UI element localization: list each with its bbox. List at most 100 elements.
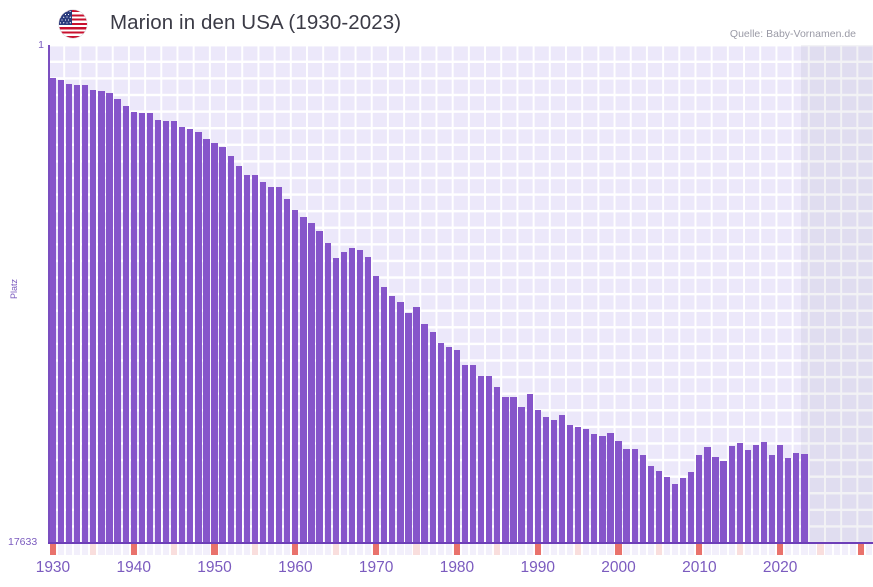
bar-2012[interactable] — [712, 457, 719, 543]
bar-1972[interactable] — [389, 296, 396, 543]
bar-1994[interactable] — [566, 425, 574, 543]
bar-1949[interactable] — [203, 139, 210, 543]
bar-2007[interactable] — [671, 483, 679, 543]
bar-2021[interactable] — [785, 457, 792, 543]
bar-1997[interactable] — [591, 433, 598, 543]
bar-2008[interactable] — [680, 477, 687, 543]
bar-1990[interactable] — [534, 410, 541, 543]
bar-1945[interactable] — [171, 120, 178, 543]
bar-1977[interactable] — [429, 332, 436, 543]
bar-1951[interactable] — [219, 146, 226, 543]
bar-1935[interactable] — [90, 89, 97, 543]
bar-1934[interactable] — [82, 84, 89, 543]
bar-1987[interactable] — [510, 397, 517, 543]
bar-1956[interactable] — [259, 182, 267, 543]
bar-1992[interactable] — [550, 419, 558, 543]
bar-1985[interactable] — [494, 387, 501, 543]
bar-1967[interactable] — [348, 248, 356, 543]
bar-2023[interactable] — [801, 454, 808, 543]
bar-1995[interactable] — [575, 426, 582, 543]
bar-1947[interactable] — [187, 129, 194, 543]
bar-1976[interactable] — [421, 323, 428, 543]
bar-1969[interactable] — [364, 256, 372, 543]
bar-1993[interactable] — [558, 415, 566, 543]
bar-2018[interactable] — [760, 442, 768, 543]
bar-1978[interactable] — [437, 342, 444, 543]
tick-marker-2021 — [785, 544, 792, 556]
bar-1998[interactable] — [599, 436, 606, 543]
bar-1988[interactable] — [518, 406, 525, 543]
bar-1979[interactable] — [445, 347, 453, 543]
bar-1962[interactable] — [308, 223, 315, 543]
bar-1970[interactable] — [373, 276, 380, 543]
bar-1936[interactable] — [98, 91, 105, 543]
tick-marker-2003 — [639, 544, 646, 556]
bar-1937[interactable] — [106, 93, 113, 543]
bar-1996[interactable] — [583, 429, 590, 543]
bar-1958[interactable] — [276, 186, 283, 543]
bar-2011[interactable] — [704, 447, 711, 543]
bar-1954[interactable] — [243, 175, 251, 543]
bar-1942[interactable] — [146, 113, 154, 543]
bar-1933[interactable] — [74, 84, 81, 543]
bar-2015[interactable] — [736, 442, 743, 543]
bar-2022[interactable] — [793, 453, 800, 543]
bar-1960[interactable] — [292, 210, 299, 543]
bar-1963[interactable] — [316, 231, 323, 543]
bar-2000[interactable] — [615, 441, 622, 543]
bar-1932[interactable] — [65, 83, 73, 543]
bar-2002[interactable] — [631, 449, 638, 543]
bar-2013[interactable] — [720, 461, 727, 543]
bar-2003[interactable] — [639, 454, 646, 543]
bar-1952[interactable] — [227, 155, 234, 543]
bar-2004[interactable] — [647, 465, 655, 543]
bar-1950[interactable] — [211, 142, 218, 543]
bar-1973[interactable] — [397, 302, 404, 543]
bar-1968[interactable] — [356, 250, 364, 543]
bar-1999[interactable] — [607, 432, 614, 543]
bar-2014[interactable] — [728, 446, 735, 543]
bar-2009[interactable] — [688, 471, 695, 543]
bar-1946[interactable] — [179, 127, 186, 543]
bar-1931[interactable] — [57, 80, 65, 543]
bar-1953[interactable] — [235, 166, 242, 543]
bar-1965[interactable] — [332, 257, 339, 543]
bar-1944[interactable] — [162, 121, 170, 543]
bar-2005[interactable] — [655, 470, 663, 543]
bar-1939[interactable] — [122, 106, 129, 543]
bar-1966[interactable] — [340, 252, 347, 543]
bar-1948[interactable] — [195, 132, 202, 543]
bar-1984[interactable] — [486, 376, 493, 543]
bar-1959[interactable] — [284, 199, 291, 543]
tick-marker-1965 — [332, 544, 339, 556]
bar-1938[interactable] — [114, 98, 121, 543]
bar-2020[interactable] — [777, 444, 784, 543]
bar-1980[interactable] — [453, 350, 461, 543]
bar-1943[interactable] — [154, 120, 162, 543]
tick-marker-1994 — [566, 544, 574, 556]
bar-2017[interactable] — [752, 444, 760, 543]
bar-2016[interactable] — [744, 449, 751, 543]
bar-1991[interactable] — [542, 417, 549, 543]
tick-marker-2005 — [655, 544, 663, 556]
bar-1961[interactable] — [300, 217, 307, 543]
bar-1983[interactable] — [478, 376, 485, 543]
bar-1930[interactable] — [49, 77, 57, 543]
bar-1981[interactable] — [461, 364, 469, 543]
bar-1971[interactable] — [381, 286, 388, 543]
bar-1986[interactable] — [502, 396, 509, 543]
bar-2019[interactable] — [768, 455, 776, 543]
bar-1957[interactable] — [267, 187, 275, 543]
bar-2001[interactable] — [623, 448, 630, 543]
bar-2006[interactable] — [663, 477, 671, 543]
bar-1982[interactable] — [469, 364, 477, 543]
bar-1964[interactable] — [324, 243, 331, 543]
tick-marker-1942 — [146, 544, 154, 556]
bar-2010[interactable] — [696, 455, 703, 543]
bar-1940[interactable] — [130, 112, 137, 543]
bar-1989[interactable] — [526, 394, 533, 543]
bar-1955[interactable] — [251, 174, 259, 543]
bar-1974[interactable] — [405, 313, 412, 543]
bar-1975[interactable] — [413, 306, 420, 543]
bar-1941[interactable] — [138, 113, 145, 543]
